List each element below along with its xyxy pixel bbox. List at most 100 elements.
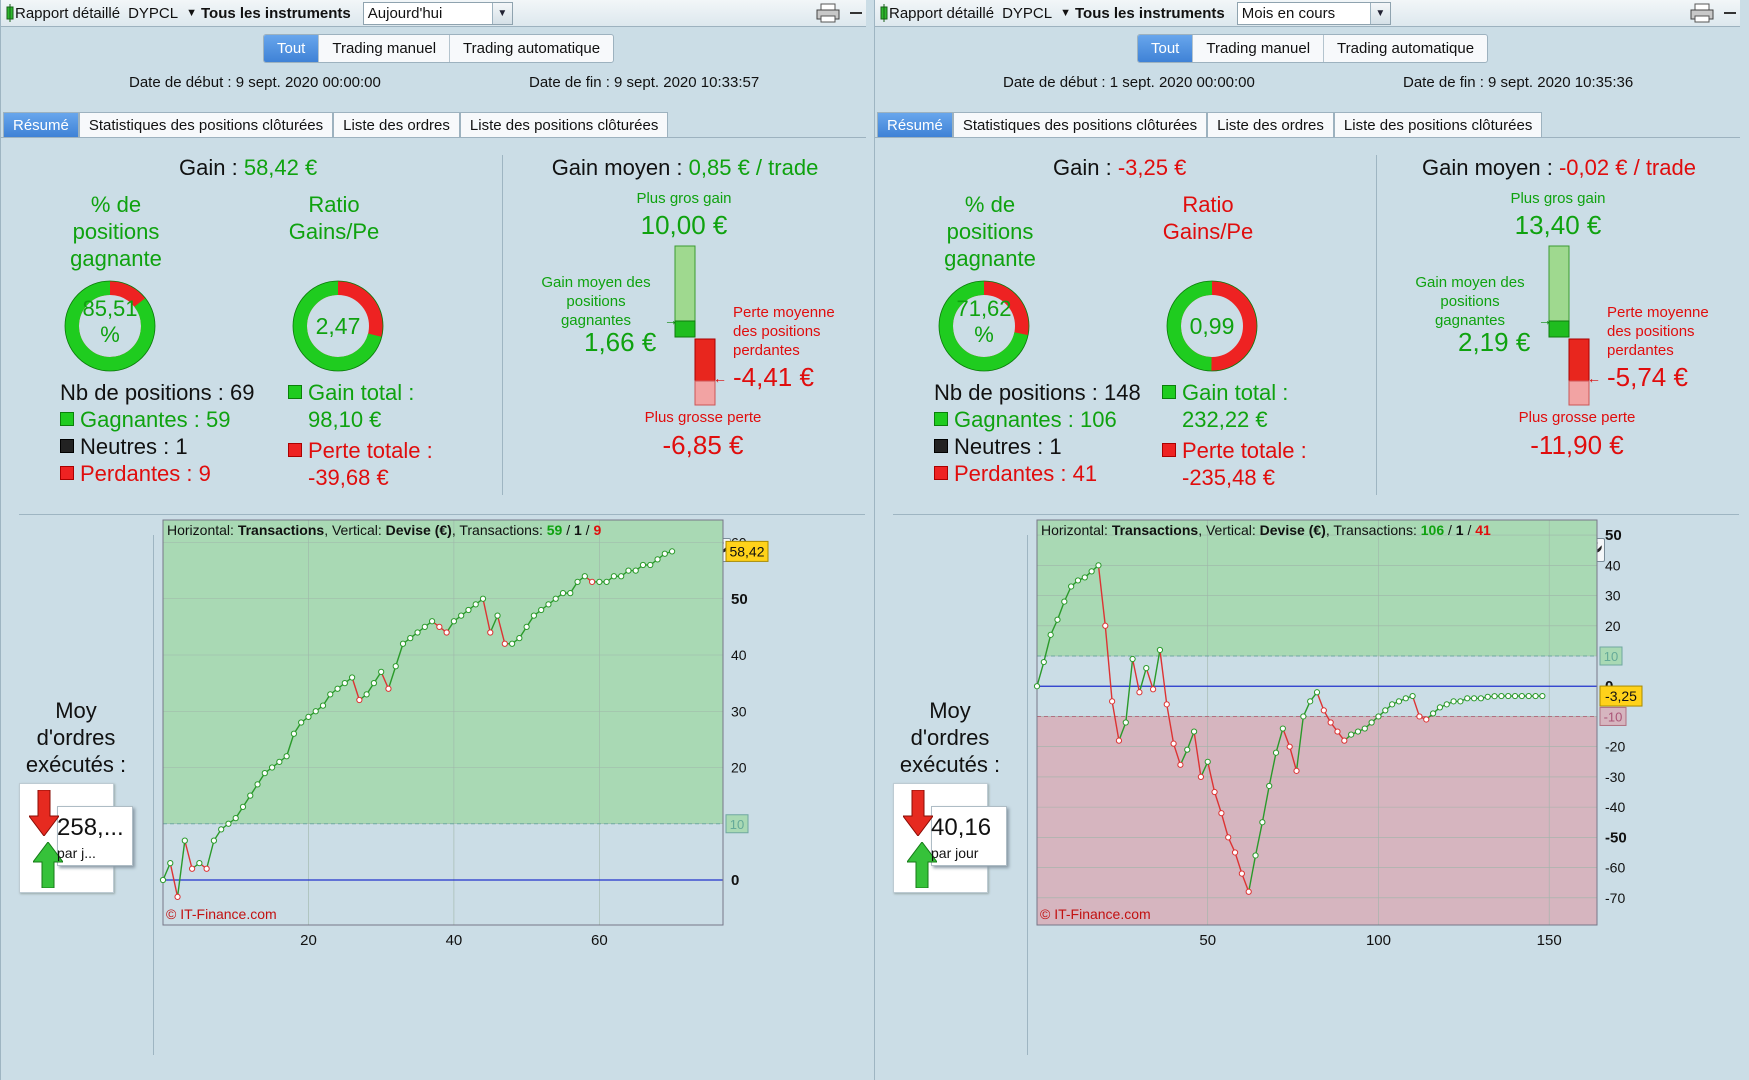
data-point <box>1505 692 1512 700</box>
moy-label: Moy d'ordres exécutés : <box>11 697 141 778</box>
candlestick-icon <box>880 4 888 22</box>
data-point <box>1102 622 1109 629</box>
data-point <box>625 567 632 574</box>
data-point <box>327 691 334 698</box>
series-segment <box>1261 785 1270 823</box>
data-point <box>1047 631 1054 638</box>
orders-card <box>931 806 1007 866</box>
current-value-tag <box>725 540 769 562</box>
report-button[interactable]: Rapport détaillé <box>875 0 998 27</box>
ratio-title-line2: Gains/Pe <box>1162 219 1254 244</box>
tab-resume[interactable]: Résumé <box>3 112 79 137</box>
positive-zone <box>163 520 723 824</box>
chart-header-part: , Vertical: <box>324 522 385 538</box>
mode-tab-tout[interactable]: Tout <box>1138 35 1194 62</box>
data-point <box>1088 568 1095 575</box>
pct-green-arc <box>939 281 1029 371</box>
data-point <box>298 719 305 726</box>
ratio-outline <box>292 280 384 372</box>
triangle-down-icon: ▼ <box>186 7 197 19</box>
data-point <box>210 837 218 844</box>
neutres-row: Neutres : 1 <box>934 434 1062 460</box>
data-point <box>588 578 596 585</box>
perte-totale-label: Perte totale : <box>1182 438 1307 463</box>
ratio-title-line1: Ratio <box>1182 192 1234 217</box>
nb-positions: Nb de positions : 148 <box>934 380 1141 405</box>
x-tick-label: 60 <box>591 932 608 949</box>
y-tick-label: 30 <box>1605 588 1621 604</box>
instruments-menu[interactable]: ▼ Tous les instruments <box>182 0 355 27</box>
mode-tab-manuel[interactable]: Trading manuel <box>1193 35 1325 62</box>
data-point <box>668 548 676 555</box>
chart-header-part: 41 <box>1475 522 1491 538</box>
data-point <box>319 702 327 709</box>
data-point <box>334 685 341 692</box>
y-tick-label: 50 <box>1605 527 1622 544</box>
mode-segmented-control: Tout Trading manuel Trading automatique <box>1137 34 1489 63</box>
tab-liste-positions[interactable]: Liste des positions clôturées <box>459 112 669 137</box>
data-point <box>312 708 319 715</box>
data-point <box>305 713 312 720</box>
period-select[interactable]: Mois en cours ▼ <box>1236 1 1391 25</box>
data-point <box>1136 689 1143 696</box>
mode-tab-auto[interactable]: Trading automatique <box>463 40 601 57</box>
minimize-icon[interactable] <box>1724 12 1736 14</box>
y-tick-label: 40 <box>1605 557 1621 573</box>
tab-liste-positions[interactable]: Liste des positions clôturées <box>1333 112 1543 137</box>
mode-tab-auto[interactable]: Trading automatique <box>1337 40 1475 57</box>
period-select[interactable]: Aujourd'hui ▼ <box>362 1 513 25</box>
account-label[interactable]: DYPCL <box>128 4 179 22</box>
data-point <box>1313 689 1321 696</box>
performance-chart: 5010015050403020100-10-20-30-40-50-60-70… <box>1033 519 1643 949</box>
tab-liste-ordres[interactable]: Liste des ordres <box>333 112 460 137</box>
instruments-menu[interactable]: ▼ Tous les instruments <box>1056 0 1229 27</box>
y-tick-label: -20 <box>1605 739 1625 755</box>
pct-title: % de positions gagnante <box>905 191 1075 272</box>
minimize-icon[interactable] <box>850 12 862 14</box>
data-point <box>1163 701 1170 708</box>
tab-statistiques[interactable]: Statistiques des positions clôturées <box>952 112 1208 137</box>
printer-icon[interactable] <box>816 3 842 23</box>
data-point <box>458 612 465 619</box>
threshold-tag <box>1599 646 1623 666</box>
data-point <box>370 680 378 687</box>
account-label[interactable]: DYPCL <box>1002 4 1053 22</box>
pct-outline <box>938 280 1030 372</box>
perdantes-row: Perdantes : 9 <box>60 461 211 487</box>
red-down-arrow-icon <box>29 790 59 836</box>
tab-resume[interactable]: Résumé <box>877 112 953 137</box>
data-point <box>538 606 545 614</box>
tab-liste-ordres[interactable]: Liste des ordres <box>1207 112 1334 137</box>
data-point <box>1143 664 1150 672</box>
data-point <box>268 764 276 771</box>
data-point <box>1211 788 1218 796</box>
ratio-value: 0,99 <box>1189 313 1235 339</box>
y-tick-label: 20 <box>731 760 747 776</box>
data-point <box>632 567 639 574</box>
moy-unit: par jour <box>931 845 979 861</box>
data-point <box>1361 725 1368 732</box>
period-value: Mois en cours <box>1241 4 1336 22</box>
gain-total-value: 232,22 € <box>1182 407 1268 432</box>
data-point <box>1266 782 1273 790</box>
tab-statistiques[interactable]: Statistiques des positions clôturées <box>78 112 334 137</box>
report-button[interactable]: Rapport détaillé <box>1 0 124 27</box>
data-point <box>167 860 174 867</box>
report-tabs: Résumé Statistiques des positions clôtur… <box>1 112 866 138</box>
plus-gros-gain-value: 13,40 € <box>1514 210 1602 240</box>
data-point <box>1334 728 1341 735</box>
printer-icon[interactable] <box>1690 3 1716 23</box>
series-segment <box>1295 716 1305 771</box>
perte-moyenne-label: Perte moyenne des positions perdantes <box>1607 303 1709 360</box>
perdantes-row: Perdantes : 41 <box>934 461 1097 487</box>
x-tick-label: 20 <box>300 932 317 949</box>
mode-tab-manuel[interactable]: Trading manuel <box>319 35 451 62</box>
data-point <box>196 860 203 867</box>
data-point <box>618 573 625 580</box>
series-segment <box>1220 812 1229 838</box>
mode-tab-tout[interactable]: Tout <box>264 35 320 62</box>
pm-line3: perdantes <box>733 342 800 359</box>
series-segment <box>1159 649 1168 705</box>
data-point <box>1115 737 1123 744</box>
data-point <box>574 578 581 585</box>
